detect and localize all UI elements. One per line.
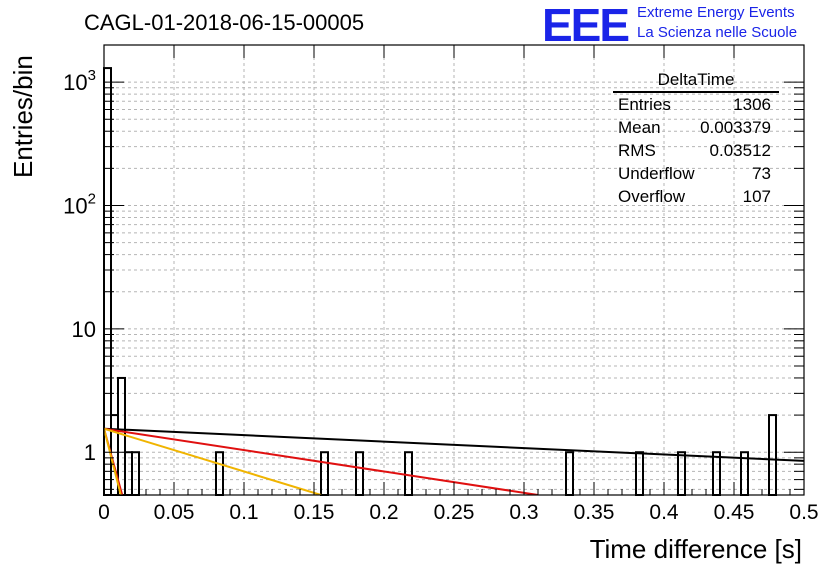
stats-label: Underflow [618,164,695,183]
stats-box: DeltaTime Entries 1306 Mean 0.003379 RMS… [613,70,779,208]
stats-row-underflow: Underflow 73 [613,162,779,185]
x-tick-label: 0.05 [154,501,195,524]
histogram-bin [117,376,126,497]
logo-line-1: Extreme Energy Events [637,4,795,21]
stats-value: 0.003379 [700,118,771,137]
y-tick-label: 10 [72,317,96,342]
x-tick-label: 0.4 [649,501,679,524]
histogram-bin [635,451,644,496]
stats-row-overflow: Overflow 107 [613,185,779,208]
fit-curve [104,428,122,495]
histogram-bin [404,451,413,496]
histogram-bin [355,451,364,496]
stats-label: Mean [618,118,661,137]
x-tick-label: 0.25 [434,501,475,524]
fit-curve [104,427,322,495]
x-tick-label: 0.2 [369,501,398,524]
x-tick-label: 0 [98,501,110,524]
stats-value: 107 [742,187,771,206]
fit-curve [104,427,539,495]
logo-line-2: La Scienza nelle Scuole [637,24,798,41]
x-axis-label: Time difference [s] [589,534,802,564]
stats-title: DeltaTime [613,70,779,93]
stats-label: Overflow [618,187,686,206]
y-axis-label: Entries/bin [8,55,38,178]
histogram-bin [768,414,777,497]
stats-label: Entries [618,95,671,114]
histogram-bin [215,451,224,496]
x-tick-label: 0.5 [789,501,818,524]
x-tick-label: 0.3 [509,501,538,524]
eee-logo: EEE [542,0,630,51]
x-tick-label: 0.1 [229,501,258,524]
histogram-bin [320,451,329,496]
stats-value: 0.03512 [709,141,771,160]
stats-row-mean: Mean 0.003379 [613,116,779,139]
stats-row-entries: Entries 1306 [613,93,779,116]
x-tick-label: 0.45 [714,501,755,524]
x-tick-label: 0.35 [574,501,615,524]
histogram-bin [565,451,574,496]
y-tick-label: 102 [63,190,96,218]
stats-label: RMS [618,141,656,160]
histogram-bin [131,451,140,496]
histogram-bin [677,451,686,496]
stats-value: 1306 [733,95,771,114]
y-tick-label: 103 [63,67,96,95]
stats-row-rms: RMS 0.03512 [613,139,779,162]
x-tick-label: 0.15 [294,501,335,524]
y-tick-label: 1 [84,440,96,465]
run-title: CAGL-01-2018-06-15-00005 [84,10,365,35]
stats-value: 73 [752,164,771,183]
fit-curve [104,427,804,462]
histogram-bin [712,451,721,496]
histogram-bin [124,451,133,496]
